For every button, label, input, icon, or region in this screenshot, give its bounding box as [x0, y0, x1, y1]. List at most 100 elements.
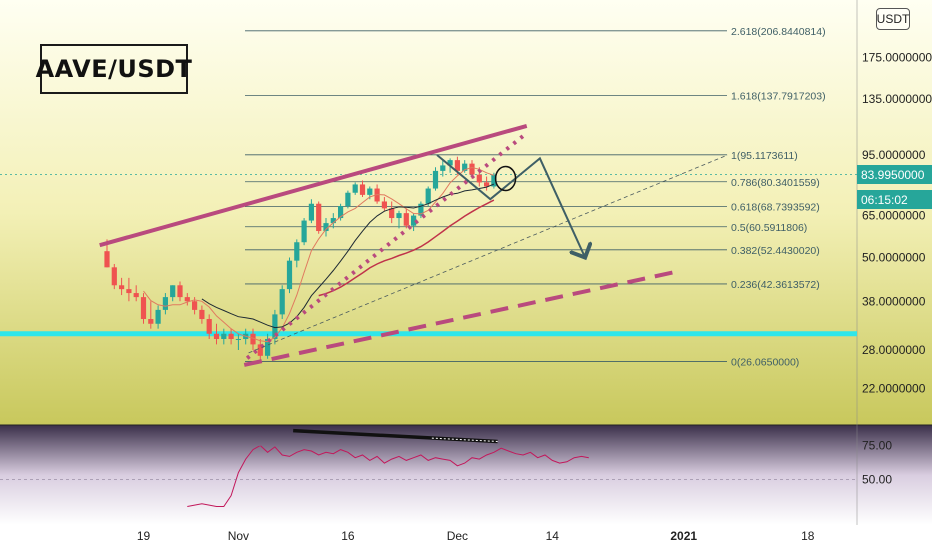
time-tick-2: 16: [341, 529, 355, 543]
candle-body-51: [476, 174, 482, 183]
price-tick-5: 50.0000000: [862, 250, 926, 264]
candle-body-14: [206, 319, 212, 334]
time-axis: 19 Nov 16 Dec 14 2021 18: [137, 529, 815, 543]
candle-body-10: [177, 285, 183, 298]
rsi-tick-0: 75.00: [862, 439, 892, 453]
candle-body-45: [432, 170, 439, 189]
rsi-pane: 75.00 50.00: [0, 428, 892, 507]
currency-badge[interactable]: USDT: [876, 8, 910, 30]
fib-label-3: 0.786(80.3401559): [731, 177, 820, 189]
candle-body-23: [272, 314, 278, 339]
wedge-lower-dotted-line: [245, 131, 529, 360]
candle-body-46: [440, 165, 446, 171]
price-tick-8: 22.0000000: [862, 381, 926, 395]
candle-body-52: [484, 182, 490, 187]
fib-label-6: 0.382(52.4430020): [731, 245, 820, 257]
support-level: [0, 174, 857, 337]
countdown-tag: 06:15:02: [857, 190, 932, 209]
candle-body-22: [265, 338, 271, 356]
candle-body-24: [279, 289, 285, 315]
candle-body-38: [381, 201, 387, 209]
candle-body-11: [184, 297, 190, 302]
candle-body-36: [367, 188, 373, 195]
candle-body-50: [469, 163, 475, 175]
rsi-divergence-line: [293, 428, 498, 444]
candle-body-40: [396, 213, 402, 219]
drawings: [99, 123, 728, 367]
candle-body-42: [411, 215, 417, 226]
candle-body-30: [323, 223, 329, 232]
time-tick-3: Dec: [447, 529, 468, 543]
highlight-circle: [494, 165, 517, 192]
time-tick-6: 18: [801, 529, 815, 543]
candle-body-20: [250, 333, 256, 345]
ma-fast-line: [143, 166, 495, 343]
candle-body-18: [235, 338, 241, 340]
price-tick-6: 38.0000000: [862, 294, 926, 308]
wedge-upper-line: [99, 123, 528, 248]
candle-body-53: [491, 174, 497, 187]
candle-body-7: [155, 309, 161, 324]
candle-body-21: [257, 344, 263, 356]
candle-body-29: [316, 203, 322, 232]
price-axis: 175.0000000 135.0000000 95.0000000 65.00000…: [862, 50, 932, 395]
candle-body-31: [330, 218, 336, 224]
fib-label-7: 0.236(42.3613572): [731, 279, 820, 291]
candle-body-27: [301, 220, 307, 243]
fib-label-2: 1(95.1173611): [731, 150, 798, 162]
candle-body-48: [454, 160, 460, 171]
fib-label-4: 0.618(68.7393592): [731, 202, 820, 214]
time-tick-5: 2021: [670, 529, 697, 543]
trend-thin-dashed-line: [248, 154, 728, 354]
candle-body-3: [126, 289, 132, 294]
candle-body-8: [162, 297, 168, 310]
symbol-title: AAVE/USDT: [36, 44, 192, 94]
ma-slow-line: [201, 183, 495, 329]
candle-body-35: [359, 184, 366, 195]
price-tick-7: 28.0000000: [862, 343, 926, 357]
last-price-tag: 83.9950000: [857, 165, 932, 184]
candle-body-41: [403, 213, 409, 226]
candle-body-13: [199, 309, 205, 320]
time-tick-1: Nov: [228, 529, 249, 543]
candle-body-9: [170, 285, 176, 298]
rsi-divergence-dotted: [431, 437, 498, 442]
time-tick-4: 14: [546, 529, 560, 543]
candle-body-43: [418, 203, 424, 216]
main-pane-background: [0, 0, 932, 425]
ma-long-line: [318, 199, 495, 297]
candle-body-15: [213, 333, 220, 339]
candle-body-5: [140, 297, 147, 320]
channel-dashed-line: [243, 270, 674, 367]
candle-body-44: [425, 188, 431, 204]
candle-body-28: [308, 203, 314, 221]
candle-body-17: [228, 333, 234, 339]
candle-body-39: [389, 208, 395, 219]
candlestick-series: [104, 156, 497, 362]
candle-body-34: [352, 184, 358, 193]
fib-label-0: 2.618(206.8440814): [731, 26, 826, 38]
price-tick-4: 65.0000000: [862, 209, 926, 223]
price-tick-2: 135.0000000: [862, 92, 932, 106]
time-tick-0: 19: [137, 529, 151, 543]
rsi-pane-background: [0, 425, 932, 525]
candle-body-16: [221, 333, 227, 339]
candle-body-25: [286, 260, 293, 290]
fib-label-8: 0(26.0650000): [731, 356, 799, 368]
time-axis-background: [0, 525, 932, 550]
candle-body-6: [148, 319, 154, 324]
candle-body-26: [294, 242, 300, 261]
price-tick-1: 175.0000000: [862, 50, 932, 64]
candle-body-2: [119, 285, 125, 290]
candle-body-33: [345, 192, 351, 207]
candle-body-47: [447, 160, 453, 166]
candle-body-0: [104, 251, 110, 268]
candle-body-49: [462, 163, 468, 171]
rsi-tick-1: 50.00: [862, 472, 892, 486]
fib-label-5: 0.5(60.5911806): [731, 222, 807, 234]
candle-body-1: [111, 267, 117, 286]
candle-body-4: [133, 293, 139, 298]
price-tick-3: 95.0000000: [862, 148, 926, 162]
